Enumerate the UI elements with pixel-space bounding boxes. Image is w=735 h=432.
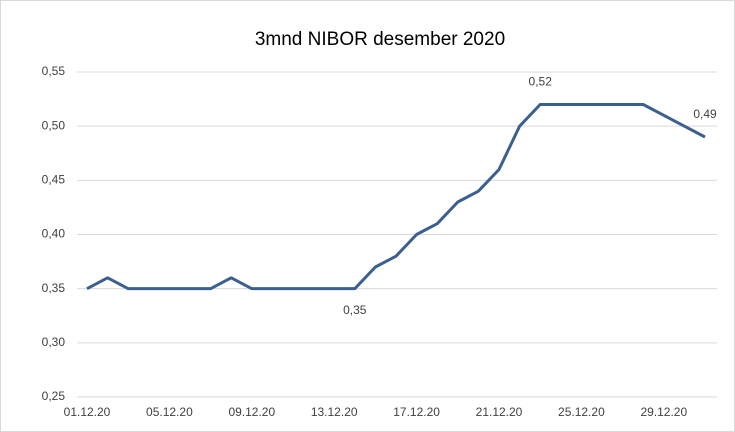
x-tick-label: 05.12.20 — [146, 405, 193, 419]
chart-title: 3mnd NIBOR desember 2020 — [255, 29, 505, 50]
data-label: 0,35 — [343, 303, 367, 317]
x-tick-label: 25.12.20 — [558, 405, 605, 419]
x-tick-label: 01.12.20 — [64, 405, 111, 419]
y-tick-label: 0,35 — [42, 281, 66, 295]
y-tick-label: 0,40 — [42, 227, 66, 241]
y-tick-label: 0,50 — [42, 118, 66, 132]
y-tick-label: 0,30 — [42, 335, 66, 349]
x-tick-label: 21.12.20 — [476, 405, 523, 419]
y-tick-label: 0,55 — [42, 64, 66, 78]
y-tick-label: 0,45 — [42, 173, 66, 187]
data-label: 0,49 — [693, 107, 717, 121]
x-tick-label: 13.12.20 — [311, 405, 358, 419]
x-tick-label: 17.12.20 — [393, 405, 440, 419]
x-tick-label: 09.12.20 — [228, 405, 275, 419]
data-label: 0,52 — [529, 75, 553, 89]
y-tick-label: 0,25 — [42, 389, 66, 403]
x-tick-label: 29.12.20 — [640, 405, 687, 419]
line — [86, 103, 706, 291]
